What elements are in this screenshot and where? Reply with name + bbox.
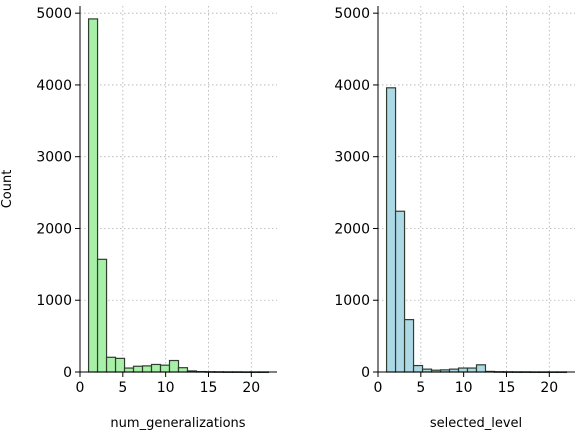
y-tick-label: 2000 [334, 221, 370, 237]
y-axis-ticks: 0 1000 2000 3000 4000 5000 [334, 6, 378, 381]
axis-spines [377, 6, 575, 373]
gridlines [377, 6, 575, 373]
y-tick-label: 4000 [334, 78, 370, 94]
x-tick-label: 0 [374, 380, 383, 396]
histogram-bar [159, 364, 171, 373]
histogram-bar [412, 364, 424, 373]
histogram-panel-num-generalizations: 0 5 10 15 20 0 1000 2000 3000 4000 5000 num_gener… [0, 6, 277, 431]
x-tick-label: 5 [118, 380, 127, 396]
x-tick-label: 10 [455, 380, 473, 396]
gridlines [79, 6, 277, 373]
y-tick-label: 1000 [36, 293, 72, 309]
y-axis-label: Count [0, 170, 15, 209]
x-tick-label: 0 [76, 380, 85, 396]
x-tick-label: 20 [242, 380, 260, 396]
x-axis-ticks: 0 5 10 15 20 [374, 372, 558, 396]
x-axis-label: selected_level [430, 416, 522, 431]
histogram-panel-selected-level: 0 5 10 15 20 0 1000 2000 3000 4000 5000 selected_… [334, 6, 575, 431]
histogram-bar [177, 367, 189, 373]
y-axis-ticks: 0 1000 2000 3000 4000 5000 [36, 6, 80, 381]
histogram-bar [466, 367, 478, 373]
histogram-bars [87, 18, 270, 374]
histogram-bar [475, 364, 487, 373]
histogram-bar [403, 319, 415, 373]
x-tick-label: 10 [157, 380, 175, 396]
x-tick-label: 15 [200, 380, 218, 396]
x-tick-label: 5 [416, 380, 425, 396]
histogram-bar [385, 87, 397, 373]
histogram-bar [168, 359, 180, 373]
axis-spines [79, 6, 277, 373]
histogram-bar [123, 367, 135, 373]
histogram-bar [132, 365, 144, 373]
y-tick-label: 4000 [36, 78, 72, 94]
x-axis-ticks: 0 5 10 15 20 [76, 372, 260, 396]
histogram-bar [114, 357, 126, 373]
histogram-bar [394, 210, 406, 373]
y-tick-label: 0 [361, 365, 370, 381]
histogram-bar [150, 363, 162, 373]
y-tick-label: 3000 [334, 150, 370, 166]
y-tick-label: 5000 [334, 6, 370, 22]
y-tick-label: 5000 [36, 6, 72, 22]
y-tick-label: 0 [63, 365, 72, 381]
x-tick-label: 20 [540, 380, 558, 396]
y-tick-label: 3000 [36, 150, 72, 166]
x-tick-label: 15 [498, 380, 516, 396]
histogram-bar [87, 18, 99, 373]
histogram-bar [96, 258, 108, 373]
histogram-bar [457, 367, 469, 373]
histogram-bars [385, 87, 568, 374]
y-tick-label: 1000 [334, 293, 370, 309]
y-tick-label: 2000 [36, 221, 72, 237]
histogram-bar [141, 365, 153, 373]
x-axis-label: num_generalizations [110, 416, 245, 431]
histogram-bar [105, 356, 117, 373]
